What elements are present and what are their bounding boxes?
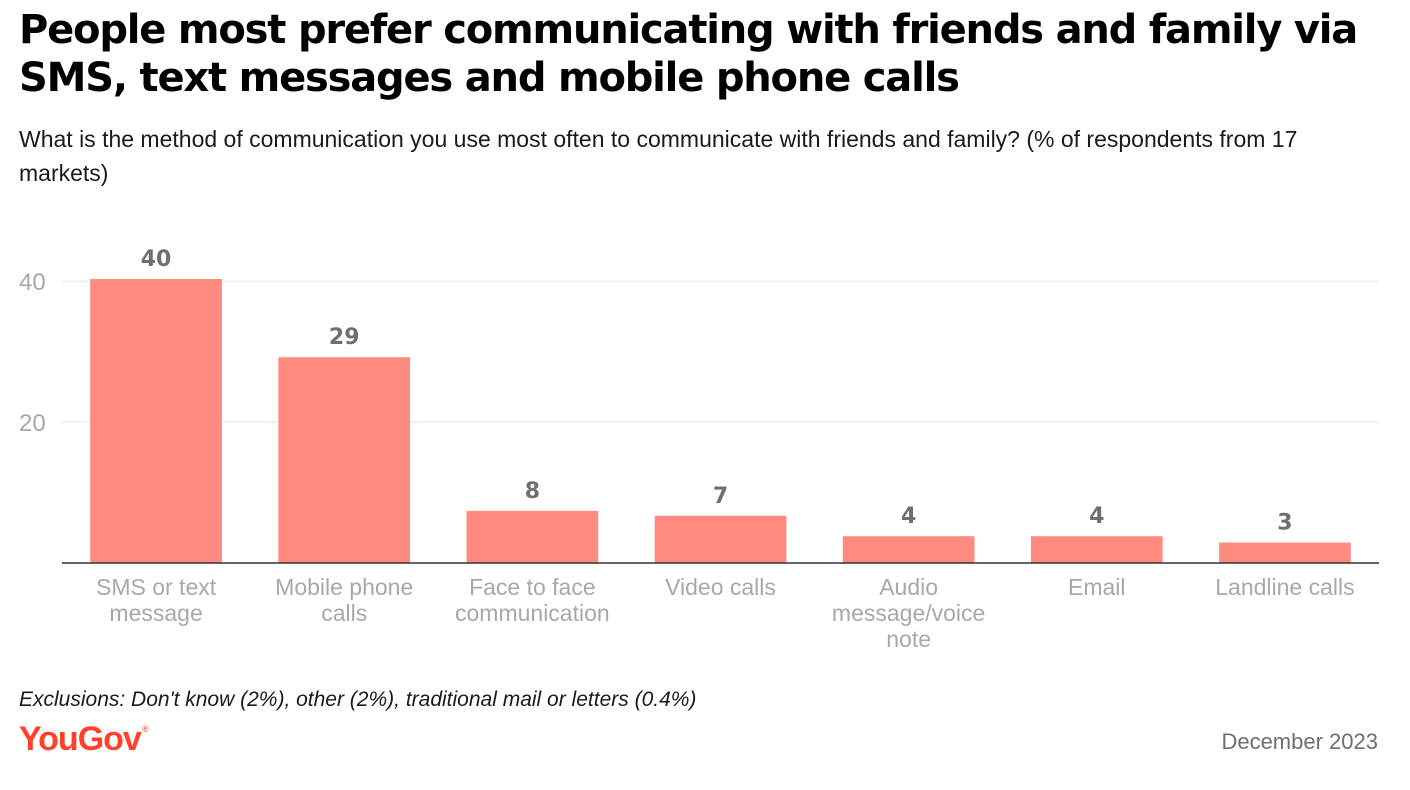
bar-value-label: 3 bbox=[1277, 511, 1292, 536]
x-category-label: Landline calls bbox=[1215, 574, 1354, 600]
x-category-label-line: Video calls bbox=[665, 574, 776, 600]
bar bbox=[1030, 536, 1163, 563]
y-tick-label: 20 bbox=[19, 410, 46, 437]
x-category-label: Audio message/voice note bbox=[832, 574, 985, 652]
y-tick-label: 40 bbox=[19, 269, 46, 296]
footnote: Exclusions: Don't know (2%), other (2%),… bbox=[19, 688, 697, 711]
x-category-label: Video calls bbox=[665, 574, 776, 600]
x-category-label-line: note bbox=[886, 626, 931, 652]
x-category-label-line: communication bbox=[455, 600, 610, 626]
bar bbox=[466, 510, 599, 563]
x-category-label-line: Mobile phone bbox=[275, 574, 413, 600]
x-category-label-line: message bbox=[109, 600, 202, 626]
chart-subtitle: What is the method of communication you … bbox=[19, 126, 1298, 186]
bar bbox=[842, 536, 975, 563]
yougov-logo: YouGov® bbox=[19, 720, 149, 759]
bar-value-label: 7 bbox=[713, 484, 728, 509]
bar-value-label: 40 bbox=[141, 247, 172, 272]
bar-value-label: 4 bbox=[1089, 504, 1104, 529]
bar-value-label: 29 bbox=[329, 325, 360, 350]
x-category-label: Face to face communication bbox=[455, 574, 610, 626]
x-category-label-line: Face to face bbox=[469, 574, 596, 600]
publication-date: December 2023 bbox=[1221, 729, 1378, 754]
chart-title: People most prefer communicating with fr… bbox=[19, 7, 1358, 101]
labels-layer: 20 40 40 SMS or text message 29 Mobile phone ca… bbox=[19, 247, 1379, 652]
x-category-label: SMS or text message bbox=[96, 574, 217, 626]
x-category-label: Email bbox=[1068, 574, 1126, 600]
logo-text: YouGov bbox=[19, 720, 142, 758]
x-category-label-line: Email bbox=[1068, 574, 1126, 600]
x-category-label-line: Landline calls bbox=[1215, 574, 1354, 600]
bar bbox=[90, 279, 222, 563]
bar-chart: 20 40 40 SMS or text message 29 Mobile phone ca… bbox=[19, 247, 1379, 652]
grid-layer bbox=[62, 280, 1379, 423]
x-category-label-line: calls bbox=[321, 600, 367, 626]
bars-layer bbox=[90, 279, 1351, 563]
x-category-label-line: Audio bbox=[879, 574, 938, 600]
bar bbox=[278, 357, 411, 563]
registered-mark: ® bbox=[141, 724, 149, 734]
bar-value-label: 4 bbox=[901, 504, 916, 529]
bar bbox=[1219, 542, 1351, 563]
bar bbox=[654, 515, 787, 563]
bar-value-label: 8 bbox=[525, 479, 540, 504]
x-category-label-line: SMS or text bbox=[96, 574, 217, 600]
x-category-label-line: message/voice bbox=[832, 600, 985, 626]
x-category-label: Mobile phone calls bbox=[275, 574, 413, 626]
